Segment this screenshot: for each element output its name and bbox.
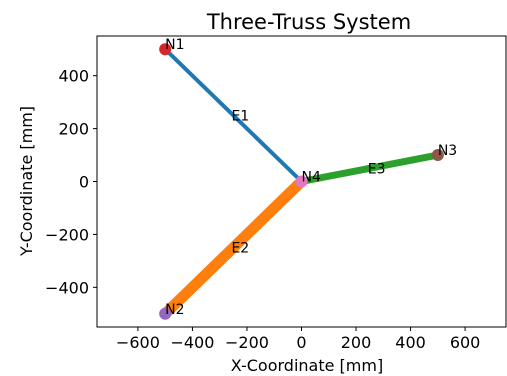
y-tick-label: 200 [58,120,89,139]
node-n4 [295,175,308,188]
y-axis: −400 −200 0 200 400 [45,67,97,297]
chart-title: Three-Truss System [206,10,411,34]
x-tick-label: 600 [450,333,481,352]
node-n2 [159,307,172,320]
x-tick-label: 400 [395,333,426,352]
y-tick-label: 400 [58,67,89,86]
plot-area: E1 E2 E3 N1 N2 N3 N4 [159,37,457,320]
node-label: N3 [438,143,457,159]
element-label: E1 [231,108,249,124]
x-axis-label: X-Coordinate [mm] [231,356,383,375]
x-tick-label: 200 [341,333,372,352]
element-label: E3 [368,161,386,177]
node-n1 [159,43,172,56]
element-e2 [161,177,306,318]
node-n3 [431,149,444,162]
element-e1 [163,47,303,183]
element-label: E2 [231,241,249,257]
y-tick-label: −200 [45,225,89,244]
x-axis: −600 −400 −200 0 200 400 600 [116,327,480,352]
y-tick-label: 0 [79,173,89,192]
x-tick-label: −200 [225,333,269,352]
node-label: N2 [165,302,184,318]
x-tick-label: 0 [296,333,306,352]
x-tick-label: −400 [170,333,214,352]
y-tick-label: −400 [45,278,89,297]
node-label: N1 [165,37,184,53]
node-label: N4 [302,170,321,186]
y-axis-label: Y-Coordinate [mm] [17,106,36,257]
element-e3 [300,151,439,185]
x-tick-label: −600 [116,333,160,352]
